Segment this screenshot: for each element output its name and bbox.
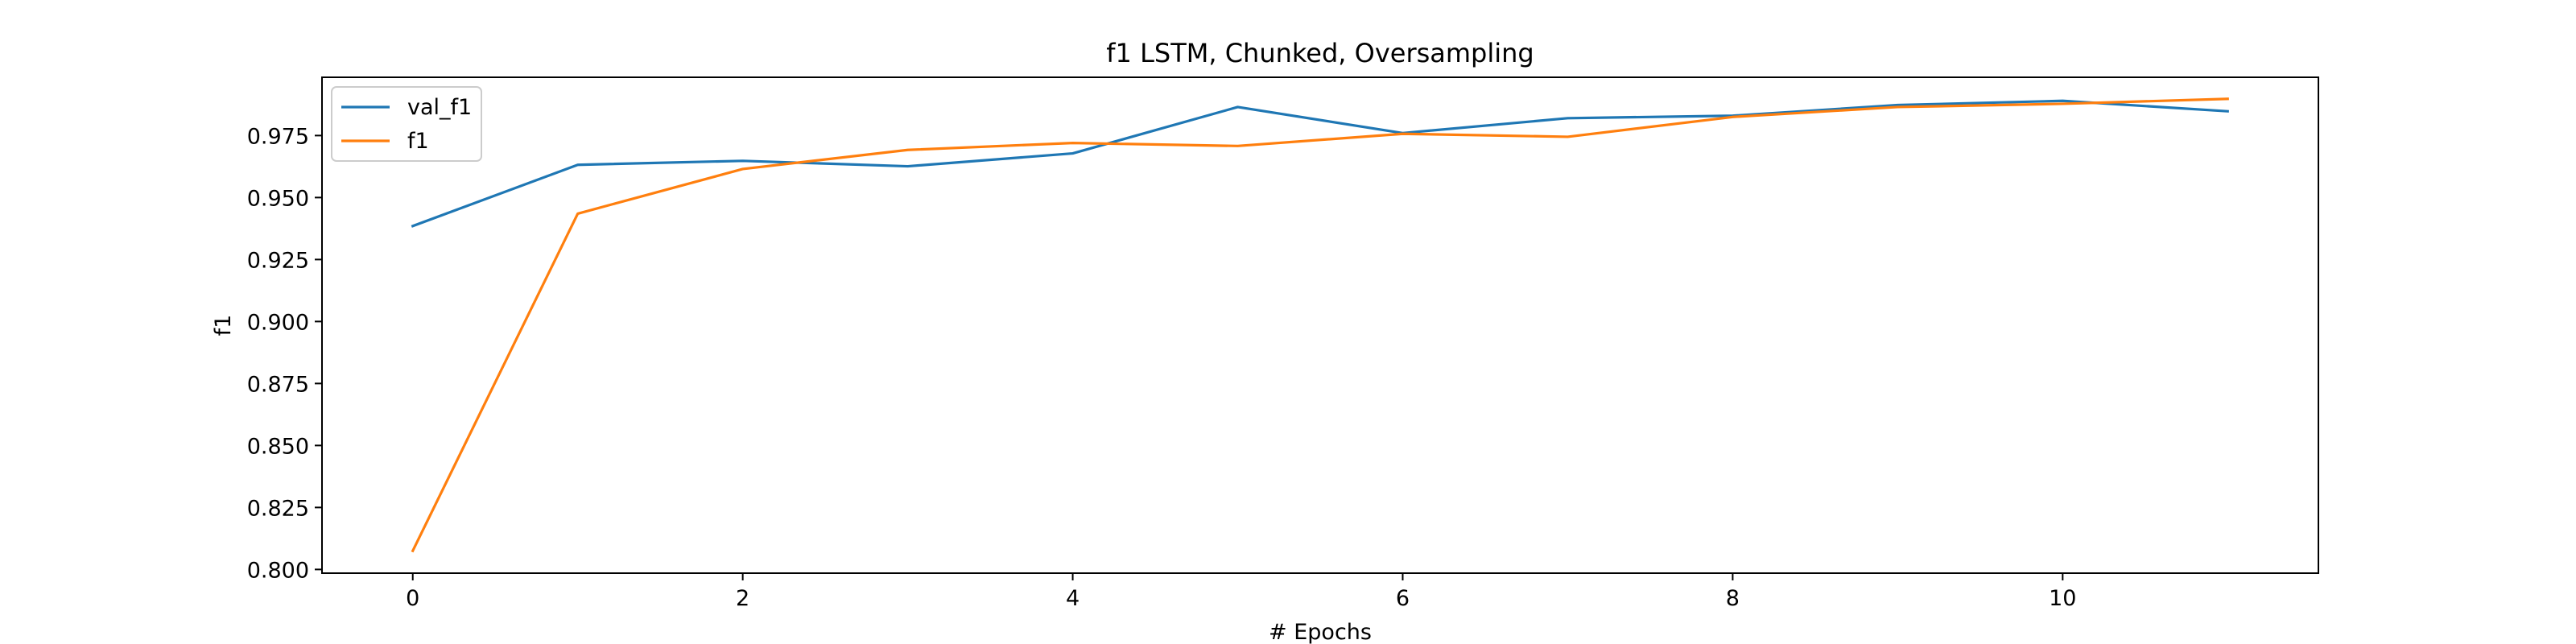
y-tick-label: 0.800 — [247, 558, 309, 583]
y-tick-label: 0.975 — [247, 124, 309, 149]
series-line-val-f1 — [411, 99, 2229, 228]
y-tick-label: 0.925 — [247, 248, 309, 273]
chart-title: f1 LSTM, Chunked, Oversampling — [1106, 38, 1534, 68]
x-tick-label: 2 — [736, 586, 749, 611]
y-tick-label: 0.875 — [247, 372, 309, 397]
x-tick-label: 0 — [406, 586, 419, 611]
y-axis-ticks: 0.800 0.825 0.850 0.875 0.900 0.925 0.950 0.975 — [247, 124, 322, 583]
x-tick-label: 6 — [1396, 586, 1410, 611]
y-tick-label: 0.950 — [247, 186, 309, 211]
legend-box — [331, 86, 482, 162]
y-tick-label: 0.900 — [247, 310, 309, 335]
legend: val_f1 f1 — [331, 86, 482, 162]
x-tick-label: 4 — [1066, 586, 1080, 611]
x-tick-label: 8 — [1726, 586, 1740, 611]
x-tick-label: 10 — [2049, 586, 2076, 611]
x-axis-ticks: 0 2 4 6 8 10 — [406, 573, 2076, 611]
y-axis-label: f1 — [211, 315, 236, 336]
y-tick-label: 0.850 — [247, 434, 309, 459]
legend-label: val_f1 — [407, 95, 472, 120]
plot-lines — [411, 97, 2229, 553]
x-axis-label: # Epochs — [1269, 620, 1372, 644]
plot-area-frame — [321, 76, 2319, 574]
series-line-f1 — [411, 97, 2229, 553]
y-tick-label: 0.825 — [247, 496, 309, 521]
legend-label: f1 — [407, 129, 429, 154]
